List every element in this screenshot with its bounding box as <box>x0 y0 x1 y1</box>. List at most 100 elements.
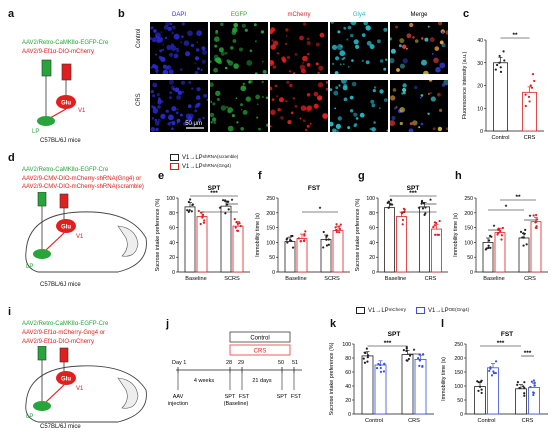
bar <box>396 216 407 273</box>
panel-label-d: d <box>8 152 15 164</box>
x-tick-label: Control <box>477 418 495 424</box>
panel-label-i: i <box>8 306 12 318</box>
data-point <box>523 394 526 397</box>
panel-a-glu: Glu <box>61 101 71 107</box>
data-point <box>523 392 526 395</box>
bar <box>284 241 296 273</box>
chart-f: 0 50 100 150 200 250 Immobility time (s) FST Bas… <box>255 185 350 282</box>
data-point <box>420 202 423 205</box>
bar <box>414 359 427 415</box>
panel-j-timeline: Control CRS Day 1 28 29 50 51 4 weeks 21… <box>168 331 302 407</box>
panel-a-virus1: AAV2/Retro-CaMKⅡα-EGFP-Cre <box>22 40 109 46</box>
x-tick-label: CRS <box>425 276 437 282</box>
data-point <box>418 364 421 367</box>
panel-label-e: e <box>158 170 165 182</box>
data-point <box>235 221 238 224</box>
panel-label-j: j <box>166 318 170 330</box>
micrograph-mcherry-crs <box>270 80 328 132</box>
bar <box>361 355 374 415</box>
legend-swatch <box>170 154 179 161</box>
chart-h: 0 50 100 150 200 250 Immobility time (s) Baseli… <box>453 194 548 282</box>
data-point <box>224 199 227 202</box>
data-point <box>477 381 480 384</box>
y-tick-label: 100 <box>454 384 463 390</box>
panel-i-virus1: AAV2/Retro-CaMKⅡα-EGFP-Cre <box>22 321 109 327</box>
data-point <box>528 100 531 103</box>
panel-d-v1: V1 <box>76 234 84 240</box>
data-point <box>534 213 538 217</box>
data-point <box>325 238 328 241</box>
data-point <box>519 230 523 233</box>
data-point <box>422 202 425 205</box>
timeline-crs-label: CRS <box>254 349 267 355</box>
data-point <box>187 210 190 213</box>
y-axis-label: Sucrose intake preference (%) <box>329 342 335 415</box>
data-point <box>521 236 524 239</box>
sig-label: ** <box>515 194 521 201</box>
data-point <box>286 241 289 244</box>
data-point <box>334 226 337 229</box>
bar <box>493 62 508 132</box>
data-point <box>417 357 420 360</box>
bar <box>487 367 499 415</box>
data-point <box>201 216 204 219</box>
data-point <box>387 206 390 209</box>
data-point <box>522 244 525 247</box>
timeline-control-label: Control <box>250 336 269 342</box>
bar <box>184 206 196 273</box>
data-point <box>480 388 483 391</box>
y-tick-label: 150 <box>464 226 473 232</box>
y-tick-label: 50 <box>467 255 473 261</box>
data-point <box>335 228 338 232</box>
panel-label-a: a <box>8 8 15 20</box>
panel-d-virus1: AAV2/Retro-CaMKⅡα-EGFP-Cre <box>22 167 109 173</box>
micrograph-dapi-crs: 50 μm <box>150 80 208 132</box>
data-point <box>377 362 380 366</box>
y-tick-label: 40 <box>345 384 351 390</box>
y-tick-label: 0 <box>172 270 175 276</box>
timeline-spt2: SPT <box>277 394 288 400</box>
panel-i-lp: LP <box>26 414 33 420</box>
data-point <box>390 199 393 202</box>
y-tick-label: 100 <box>366 196 375 202</box>
row-label-control: Control <box>136 28 142 48</box>
data-point <box>534 221 537 224</box>
data-point <box>479 380 482 383</box>
data-point <box>224 212 227 215</box>
legend-eh: V1→LP shRNA(scramble) V1→LP shRNA(Gng4) <box>170 153 238 171</box>
brain-outline-icon <box>25 365 147 423</box>
micrograph-merge-crs <box>390 80 448 132</box>
legend-sup: shRNA(Gng4) <box>202 163 231 169</box>
data-point <box>500 234 503 237</box>
data-point <box>516 383 519 386</box>
data-point <box>501 226 504 230</box>
micrograph-mcherry-control <box>270 22 328 74</box>
y-tick-label: 40 <box>369 240 375 246</box>
data-point <box>488 239 491 242</box>
sig-label: * <box>231 198 234 205</box>
panel-d-lp: LP <box>26 264 33 270</box>
bar <box>232 225 244 273</box>
legend-sup: OE(Gng4) <box>448 307 470 313</box>
x-tick-label: Baseline <box>385 276 406 282</box>
data-point <box>498 61 501 64</box>
panel-label-c: c <box>463 8 470 20</box>
data-point <box>516 381 520 384</box>
data-point <box>529 84 532 87</box>
data-point <box>199 222 202 226</box>
y-axis-label: Sucrose intake preference (%) <box>155 198 161 271</box>
panel-a-virus2: AAV2/9-Ef1α-DIO-mCherry <box>22 49 95 55</box>
data-point <box>533 79 536 83</box>
data-point <box>338 225 341 228</box>
timeline-d28: 28 <box>226 360 232 366</box>
x-tick-label: Baseline <box>285 276 306 282</box>
y-tick-label: 50 <box>269 255 275 261</box>
crs-box <box>229 344 291 356</box>
data-point <box>500 238 503 241</box>
syringe-green-icon <box>37 346 47 361</box>
data-point <box>533 384 536 387</box>
data-point <box>496 63 499 67</box>
data-point <box>364 351 367 355</box>
data-point <box>327 238 330 241</box>
data-point <box>494 360 498 363</box>
